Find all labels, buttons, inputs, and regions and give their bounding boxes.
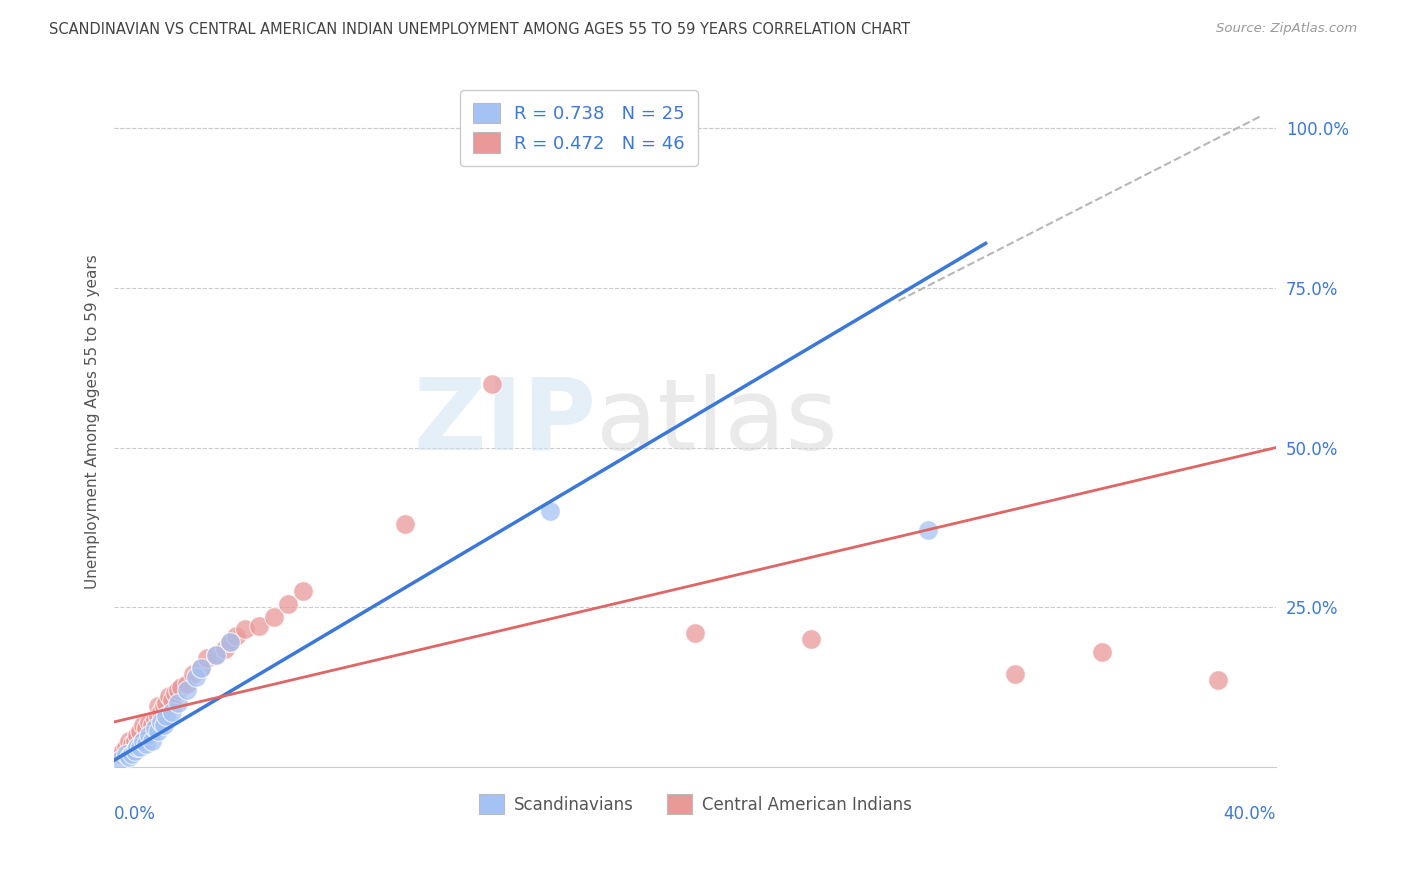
Point (292, 584, 315, 599)
Point (155, 696, 177, 710)
Point (129, 724, 152, 739)
Point (249, 619, 271, 633)
Point (111, 744, 134, 758)
Point (132, 734, 155, 748)
Point (108, 747, 131, 761)
Text: 0.0%: 0.0% (114, 805, 156, 823)
Point (157, 690, 180, 704)
Point (181, 667, 204, 681)
Point (176, 676, 198, 690)
Point (205, 648, 228, 662)
Point (124, 734, 146, 748)
Point (167, 696, 190, 710)
Point (146, 698, 169, 713)
Point (127, 728, 149, 742)
Point (143, 712, 166, 726)
Text: SCANDINAVIAN VS CENTRAL AMERICAN INDIAN UNEMPLOYMENT AMONG AGES 55 TO 59 YEARS C: SCANDINAVIAN VS CENTRAL AMERICAN INDIAN … (49, 22, 910, 37)
Point (121, 737, 143, 751)
Point (118, 734, 141, 748)
Legend: Scandinavians, Central American Indians: Scandinavians, Central American Indians (472, 788, 918, 821)
Y-axis label: Unemployment Among Ages 55 to 59 years: Unemployment Among Ages 55 to 59 years (86, 254, 100, 590)
Point (1206, 673, 1229, 688)
Point (118, 744, 141, 758)
Point (152, 698, 174, 713)
Point (190, 661, 212, 675)
Point (165, 686, 187, 700)
Point (170, 680, 193, 694)
Point (121, 747, 143, 761)
Point (190, 661, 212, 675)
Point (127, 740, 149, 755)
Text: ZIP: ZIP (413, 374, 596, 470)
Point (167, 683, 190, 698)
Point (233, 623, 256, 637)
Text: 40.0%: 40.0% (1223, 805, 1277, 823)
Point (143, 721, 166, 735)
Point (146, 724, 169, 739)
Point (135, 721, 157, 735)
Point (277, 597, 299, 611)
Point (263, 609, 285, 624)
Point (800, 632, 823, 646)
Point (132, 718, 155, 732)
Point (127, 740, 149, 755)
Point (132, 734, 155, 748)
Point (184, 670, 207, 684)
Point (1004, 667, 1026, 681)
Point (162, 706, 184, 720)
Point (176, 683, 198, 698)
Point (114, 747, 136, 761)
Point (152, 718, 174, 732)
Point (108, 753, 131, 767)
Point (205, 648, 228, 662)
Point (214, 641, 236, 656)
Point (225, 629, 247, 643)
Text: Source: ZipAtlas.com: Source: ZipAtlas.com (1216, 22, 1357, 36)
Point (538, 504, 561, 518)
Point (129, 740, 152, 755)
Point (162, 692, 184, 706)
Point (118, 750, 141, 764)
Point (219, 635, 242, 649)
Point (683, 625, 706, 640)
Point (114, 740, 136, 755)
Point (219, 635, 242, 649)
Point (1091, 645, 1114, 659)
Point (138, 728, 160, 742)
Point (394, 517, 416, 532)
Point (138, 714, 160, 729)
Point (149, 706, 172, 720)
Point (141, 718, 163, 732)
Point (195, 651, 218, 665)
Point (141, 734, 163, 748)
Point (146, 708, 169, 723)
Point (135, 737, 157, 751)
Point (917, 524, 939, 538)
Text: atlas: atlas (596, 374, 838, 470)
Point (481, 376, 503, 391)
Point (149, 714, 172, 729)
Point (124, 744, 146, 758)
Point (155, 708, 177, 723)
